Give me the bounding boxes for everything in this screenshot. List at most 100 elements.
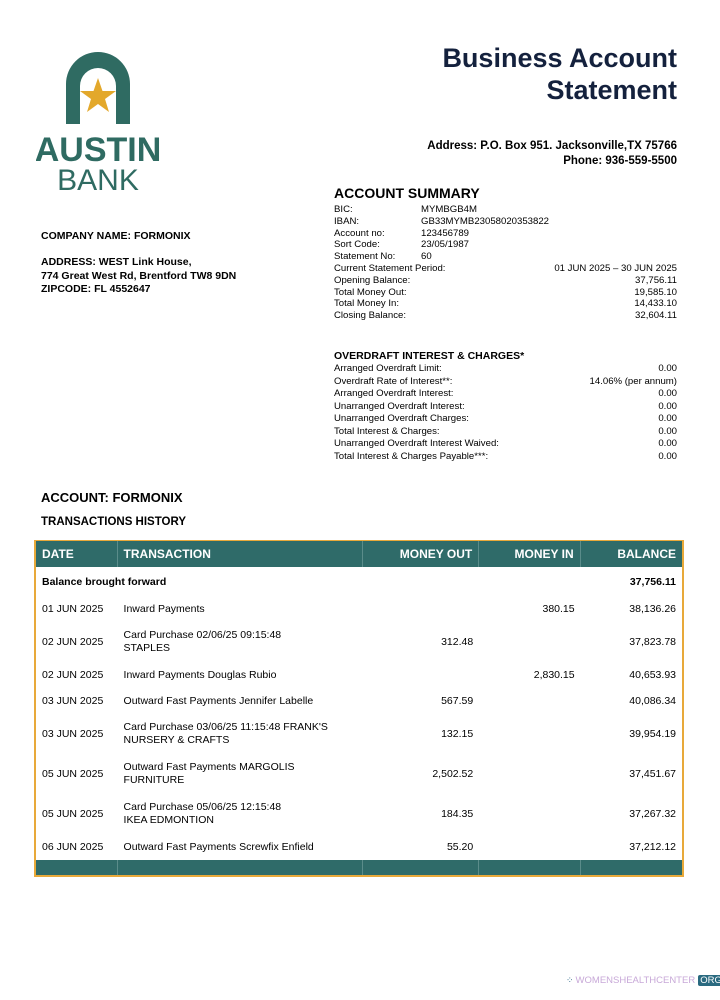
summary-row: Total Money In: 14,433.10 <box>334 298 677 310</box>
overdraft-row: Arranged Overdraft Interest: 0.00 <box>334 388 677 401</box>
summary-value: 123456789 <box>421 227 470 239</box>
overdraft-key: Total Interest & Charges: <box>334 425 440 437</box>
overdraft-key: Unarranged Overdraft Interest Waived: <box>334 438 499 449</box>
date-cell: 03 JUN 2025 <box>42 728 104 740</box>
date-cell: 05 JUN 2025 <box>42 808 104 820</box>
zipcode: ZIPCODE: FL 4552647 <box>41 283 151 295</box>
date-cell: 02 JUN 2025 <box>42 669 104 681</box>
balance-cell: 38,136.26 <box>629 603 676 615</box>
title-line-1: Business Account <box>442 43 677 73</box>
table-row: 05 JUN 2025 Outward Fast Payments MARGOLI… <box>36 754 682 794</box>
footer-cell <box>363 860 480 875</box>
overdraft-key: Arranged Overdraft Interest: <box>334 388 454 399</box>
summary-key: IBAN: <box>334 215 360 227</box>
money-in-cell: 380.15 <box>542 603 575 615</box>
watermark: ⁘ WOMENSHEALTHCENTER ORG <box>566 975 720 986</box>
overdraft-row: Total Interest & Charges Payable***: 0.00 <box>334 451 677 464</box>
overdraft-row: Unarranged Overdraft Interest: 0.00 <box>334 401 677 414</box>
money-out-cell: 184.35 <box>441 808 474 820</box>
overdraft-value: 0.00 <box>658 363 677 374</box>
table-row: 05 JUN 2025 Card Purchase 05/06/25 12:15:… <box>36 794 682 834</box>
summary-key: Total Money Out: <box>334 286 407 298</box>
footer-cell <box>581 860 682 875</box>
summary-value: 23/05/1987 <box>421 239 470 251</box>
summary-row: Opening Balance: 37,756.11 <box>334 275 677 287</box>
overdraft-value: 0.00 <box>658 450 677 462</box>
overdraft-value: 0.00 <box>658 438 677 449</box>
balance-brought-forward-row: Balance brought forward 37,756.11 <box>36 567 682 596</box>
table-row: 02 JUN 2025 Card Purchase 02/06/25 09:15:… <box>36 622 682 662</box>
address-line-1: ADDRESS: WEST Link House, <box>41 256 192 268</box>
summary-row: Sort Code: 23/05/1987 <box>334 239 677 251</box>
summary-row: Current Statement Period: 01 JUN 2025 – 3… <box>334 263 677 275</box>
balance-cell: 40,653.93 <box>629 669 676 681</box>
overdraft-row: Arranged Overdraft Limit: 0.00 <box>334 363 677 376</box>
overdraft-value: 0.00 <box>658 413 677 424</box>
overdraft-value: 0.00 <box>658 388 677 399</box>
date-cell: 01 JUN 2025 <box>42 603 104 615</box>
balance-cell: 37,212.12 <box>629 841 676 853</box>
money-out-cell: 312.48 <box>441 636 474 648</box>
transaction-cell: Card Purchase 05/06/25 12:15:48 IKEA EDM… <box>123 801 282 826</box>
summary-key: Statement No: <box>334 251 396 263</box>
summary-value: 19,585.10 <box>634 286 677 298</box>
transaction-cell: Inward Payments <box>123 602 205 615</box>
table-row: 06 JUN 2025 Outward Fast Payments Screwfi… <box>36 834 682 860</box>
bank-address: Address: P.O. Box 951. Jacksonville,TX 7… <box>427 140 677 152</box>
header-transaction: TRANSACTION <box>118 541 363 567</box>
arch-star-icon: AUSTIN BANK <box>35 52 161 197</box>
money-out-cell: 132.15 <box>441 728 474 740</box>
company-name: COMPANY NAME: FORMONIX <box>41 230 191 242</box>
dots-icon: ⁘ <box>566 975 574 985</box>
date-cell: 06 JUN 2025 <box>42 841 104 853</box>
header-money-in: MONEY IN <box>479 541 581 567</box>
summary-key: Opening Balance: <box>334 274 411 286</box>
table-row: 03 JUN 2025 Outward Fast Payments Jennife… <box>36 688 682 714</box>
account-label: ACCOUNT: FORMONIX <box>41 490 183 505</box>
summary-value: 37,756.11 <box>635 274 677 286</box>
overdraft-row: Unarranged Overdraft Interest Waived: 0.0… <box>334 438 677 451</box>
overdraft-value: 0.00 <box>658 400 677 412</box>
balance-cell: 37,451.67 <box>629 768 676 780</box>
table-header: DATE TRANSACTION MONEY OUT MONEY IN BALANCE <box>36 541 682 567</box>
transaction-cell: Outward Fast Payments Screwfix Enfield <box>123 840 314 853</box>
overdraft-key: Unarranged Overdraft Interest: <box>334 400 465 412</box>
transactions-table: DATE TRANSACTION MONEY OUT MONEY IN BALANCE … <box>34 540 684 877</box>
summary-value: 14,433.10 <box>634 298 677 310</box>
date-cell: 03 JUN 2025 <box>42 695 104 707</box>
transaction-cell: Card Purchase 02/06/25 09:15:48 STAPLES <box>123 629 282 654</box>
bank-phone: Phone: 936-559-5500 <box>563 155 677 167</box>
summary-row: Total Money Out: 19,585.10 <box>334 287 677 299</box>
date-cell: 05 JUN 2025 <box>42 768 104 780</box>
account-summary: ACCOUNT SUMMARY BIC: MYMBGB4M IBAN: GB33MYM… <box>334 185 677 322</box>
statement-title: Business Account Statement <box>442 42 677 106</box>
svg-text:AUSTIN: AUSTIN <box>36 131 160 169</box>
company-address: ADDRESS: WEST Link House, 774 Great West… <box>41 256 236 297</box>
summary-value: 01 JUN 2025 – 30 JUN 2025 <box>554 262 677 274</box>
bank-contact: Address: P.O. Box 951. Jacksonville,TX 7… <box>427 139 677 169</box>
summary-key: Account no: <box>334 227 385 239</box>
summary-title: ACCOUNT SUMMARY <box>334 185 480 201</box>
svg-text:BANK: BANK <box>57 164 139 194</box>
transaction-cell: Outward Fast Payments Jennifer Labelle <box>123 694 314 707</box>
overdraft-key: Arranged Overdraft Limit: <box>334 363 442 374</box>
summary-row: BIC: MYMBGB4M <box>334 204 677 216</box>
footer-cell <box>36 860 118 875</box>
bbf-balance: 37,756.11 <box>629 575 676 588</box>
money-out-cell: 567.59 <box>441 695 474 707</box>
summary-key: Total Money In: <box>334 298 400 310</box>
overdraft-key: Overdraft Rate of Interest**: <box>334 375 453 387</box>
header-date: DATE <box>36 541 118 567</box>
balance-cell: 37,267.32 <box>629 808 676 820</box>
summary-row: Closing Balance: 32,604.11 <box>334 310 677 322</box>
footer-cell <box>479 860 581 875</box>
table-row: 02 JUN 2025 Inward Payments Douglas Rubio… <box>36 662 682 688</box>
summary-row: Account no: 123456789 <box>334 228 677 240</box>
summary-key: Sort Code: <box>334 239 380 251</box>
summary-value: 60 <box>421 251 432 263</box>
balance-cell: 40,086.34 <box>629 695 676 707</box>
money-in-cell: 2,830.15 <box>533 669 575 681</box>
header-money-out: MONEY OUT <box>363 541 480 567</box>
money-out-cell: 2,502.52 <box>432 768 474 780</box>
transaction-cell: Outward Fast Payments MARGOLIS FURNITURE <box>123 761 295 786</box>
